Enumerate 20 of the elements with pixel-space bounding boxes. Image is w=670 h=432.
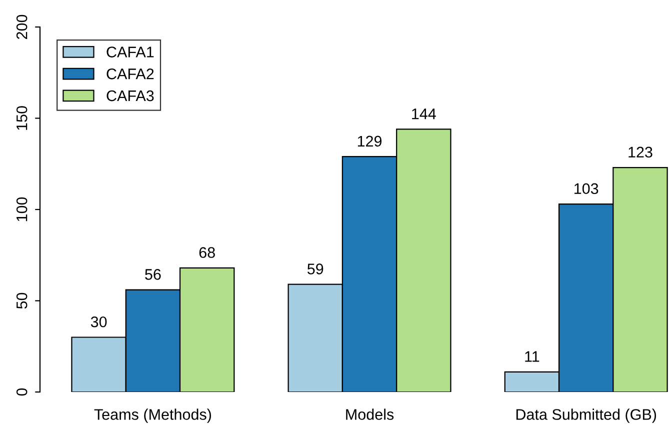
data-label: 123 <box>628 146 652 158</box>
y-tick-label: 150 <box>16 106 28 130</box>
legend-label: CAFA3 <box>106 90 154 102</box>
y-tick-label: 0 <box>16 388 28 396</box>
data-label: 11 <box>525 351 540 362</box>
x-tick-label: Data Submitted (GB) <box>516 408 656 423</box>
data-label: 68 <box>199 247 215 258</box>
data-label: 103 <box>574 183 598 194</box>
x-tick-label: Models <box>346 408 394 420</box>
y-tick-label: 100 <box>16 197 28 222</box>
data-label: 129 <box>358 136 382 147</box>
data-label: 144 <box>412 108 436 120</box>
y-tick-label: 50 <box>16 292 28 309</box>
data-label: 56 <box>145 269 161 280</box>
legend-label: CAFA2 <box>106 68 154 80</box>
x-tick-label: Teams (Methods) <box>94 408 211 423</box>
legend-label: CAFA1 <box>106 46 154 58</box>
data-label: 59 <box>307 264 324 274</box>
y-tick-label: 200 <box>16 14 28 39</box>
data-label: 30 <box>90 316 107 328</box>
